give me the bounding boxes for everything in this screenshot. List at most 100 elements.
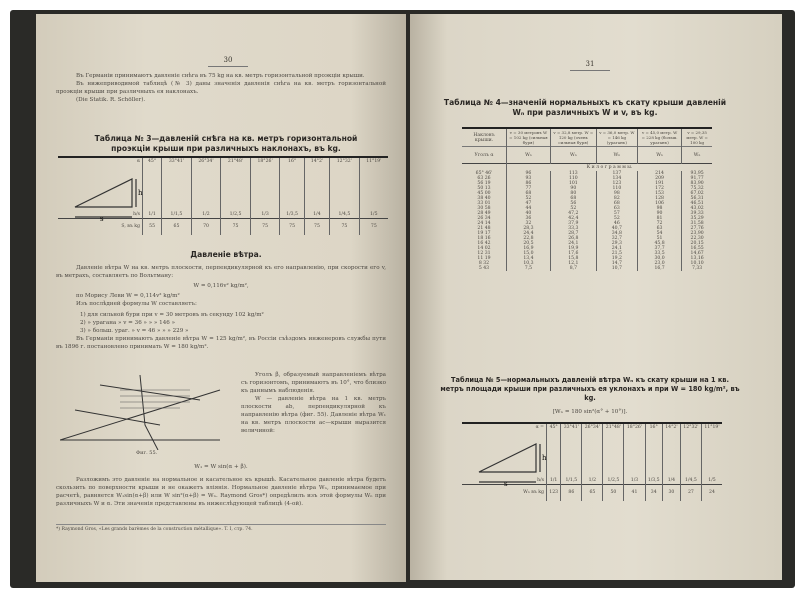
value-cell: 93,95	[681, 171, 712, 176]
empty-cell	[161, 165, 192, 211]
value-cell: 22,8	[506, 236, 551, 241]
value-cell: 75	[358, 218, 388, 235]
column-header: v = 36,0 метр. W = 146 kg (ураганъ)	[595, 128, 638, 147]
value-cell: 39,33	[681, 211, 712, 216]
alpha-cell: 18°26'	[249, 157, 280, 165]
ratio-cell: 1/2,5	[602, 477, 624, 485]
ratio-cell: 1/1	[141, 211, 162, 219]
ratio-cell: 1/2	[581, 477, 603, 485]
value-cell: 46,51	[681, 201, 712, 206]
paragraph: Давленіе вѣтра W на кв. метръ плоскости,…	[56, 265, 386, 279]
table-row	[58, 165, 388, 211]
value-cell: 37,9	[549, 221, 597, 226]
value-cell: 91,77	[681, 176, 712, 181]
ratio-cell: 1/3	[249, 211, 280, 219]
table-row: 30 58 44 52 63 98 43,02	[462, 206, 712, 211]
paragraph: Въ Германіи принимаютъ давленіе снѣга въ…	[76, 73, 365, 79]
right-page: 31 Таблица № 4—значеній нормальныхъ къ с…	[410, 14, 782, 580]
angle-cell: 12 31	[477, 251, 491, 256]
value-cell: 123	[545, 484, 561, 501]
empty-cell	[623, 431, 645, 477]
value-cell: 16,9	[506, 246, 551, 251]
ratio-cell: 1/5	[700, 477, 722, 485]
empty-cell	[279, 165, 305, 211]
value-cell: 47,2	[549, 211, 597, 216]
value-cell: 68	[595, 201, 638, 206]
value-cell: 96	[506, 171, 551, 176]
table-row: 18 16 22,8 26,8 32,7 51 22,30	[462, 236, 712, 241]
value-cell: 75	[279, 218, 305, 235]
table-row: 11 19 13,4 15,8 19,2 30,0 13,16	[462, 256, 712, 261]
table-row: Wₙ въ kg 123 86 65 50 41 34 30 27 24	[462, 484, 722, 501]
table-5: α = 45° 33°41' 26°34' 21°48' 18°26' 16° 14°2' 12…	[462, 422, 722, 501]
value-cell: 31,58	[681, 221, 712, 226]
value-cell: 27,76	[681, 226, 712, 231]
value-cell: 15,0	[506, 251, 551, 256]
value-cell: 30,0	[636, 256, 682, 261]
angle-cell: 5 43	[478, 266, 490, 271]
value-cell: 86	[506, 181, 551, 186]
empty-cell	[462, 164, 507, 172]
value-cell: 68	[549, 196, 597, 201]
wind-pressure-diagram	[60, 374, 221, 450]
value-cell: 81	[636, 216, 682, 221]
table-row: 26 34 36 42,4 52 81 35,29	[462, 216, 712, 221]
table-row: 63 26 93 110 134 209 91,77	[462, 176, 712, 181]
paragraph: Въ Германіи принимаютъ давленіе вѣтра W …	[56, 336, 386, 350]
table-row: 12 31 15,0 17,6 21,5 33,5 14,67	[462, 251, 712, 256]
empty-cell	[190, 165, 221, 211]
table-row: α = 45° 33°41' 26°34' 21°48' 18°26' 16° 14°2' 12…	[462, 423, 722, 431]
row-label: α	[136, 159, 140, 164]
table-row: 19 17 24,4 28,7 34,8 54 23,90	[462, 231, 712, 236]
angle-cell: 33 01	[477, 201, 491, 206]
value-cell: 65	[161, 218, 192, 235]
value-cell: 14,67	[681, 251, 712, 256]
value-cell: 30	[661, 484, 681, 501]
table5-formula: [Wₙ = 180 sin²(α° + 10°)].	[552, 409, 628, 415]
table-row: 65° 46' 96 113 137 214 93,95	[462, 171, 712, 176]
ratio-cell: 1/4,5	[329, 211, 360, 219]
empty-cell	[679, 431, 702, 477]
value-cell: 40,7	[595, 226, 638, 231]
value-cell: 56,31	[681, 196, 712, 201]
value-cell: 33,3	[549, 226, 597, 231]
alpha-cell: 45°	[141, 157, 162, 165]
value-cell: 67,02	[681, 191, 712, 196]
table-row: 24 14 32 37,9 46 72 31,58	[462, 221, 712, 226]
value-cell: 52	[506, 196, 551, 201]
table5-title: Таблица № 5—нормальныхъ давленій вѣтра W…	[440, 376, 740, 402]
value-cell: 72	[636, 221, 682, 226]
value-cell: 45,8	[636, 241, 682, 246]
table-row: 21 48 28,3 33,3 40,7 63 27,76	[462, 226, 712, 231]
empty-cell	[249, 165, 280, 211]
table-4: Наклонъ крыши. v = 30 метровъ W = 102 kg …	[462, 127, 712, 271]
body-text: Давленіе вѣтра W на кв. метръ плоскости,…	[56, 264, 386, 351]
value-cell: 90	[549, 186, 597, 191]
value-cell: 68	[506, 191, 551, 196]
value-cell: 27	[679, 484, 702, 501]
alpha-cell: 21°48'	[220, 157, 251, 165]
ratio-cell: 1/1,5	[161, 211, 192, 219]
table4-title: Таблица № 4—значеній нормальныхъ къ скат…	[443, 98, 727, 117]
table3-title: Таблица № 3—давленій снѣга на кв. метръ …	[94, 134, 358, 153]
value-cell: 19,9	[549, 246, 597, 251]
value-cell: 7,33	[681, 266, 712, 271]
table-row: 8 32 10,3 12,1 14,7 23,0 10,10	[462, 261, 712, 266]
value-cell: 8,7	[549, 266, 597, 271]
value-cell: 77	[506, 186, 551, 191]
left-page: 30 Въ Германіи принимаютъ давленіе снѣга…	[36, 14, 406, 582]
value-cell: 55	[141, 218, 162, 235]
value-cell: 83,90	[681, 181, 712, 186]
speed-list: 1) для сильной бури при v = 30 метровъ в…	[56, 311, 386, 335]
table-row: h/s 1/1 1/1,5 1/2 1/2,5 1/3 1/3,5 1/4 1/4,5 1/5	[58, 211, 388, 219]
formula: W = 0,116v² kg/m²,	[193, 283, 249, 289]
roof-triangle-diagram: hs	[478, 443, 547, 488]
value-cell: 75,32	[681, 186, 712, 191]
ratio-cell: 1/1,5	[560, 477, 582, 485]
value-cell: 32	[506, 221, 551, 226]
paragraph: Уголъ β, образуемый направленіемъ вѣтра …	[241, 372, 386, 394]
list-item: 3) » больш. ураг. » v = 46 » » » 229 »	[80, 328, 189, 334]
angle-cell: 63 26	[477, 176, 491, 181]
angle-cell: 24 14	[477, 221, 491, 226]
value-cell: 29,3	[595, 241, 638, 246]
